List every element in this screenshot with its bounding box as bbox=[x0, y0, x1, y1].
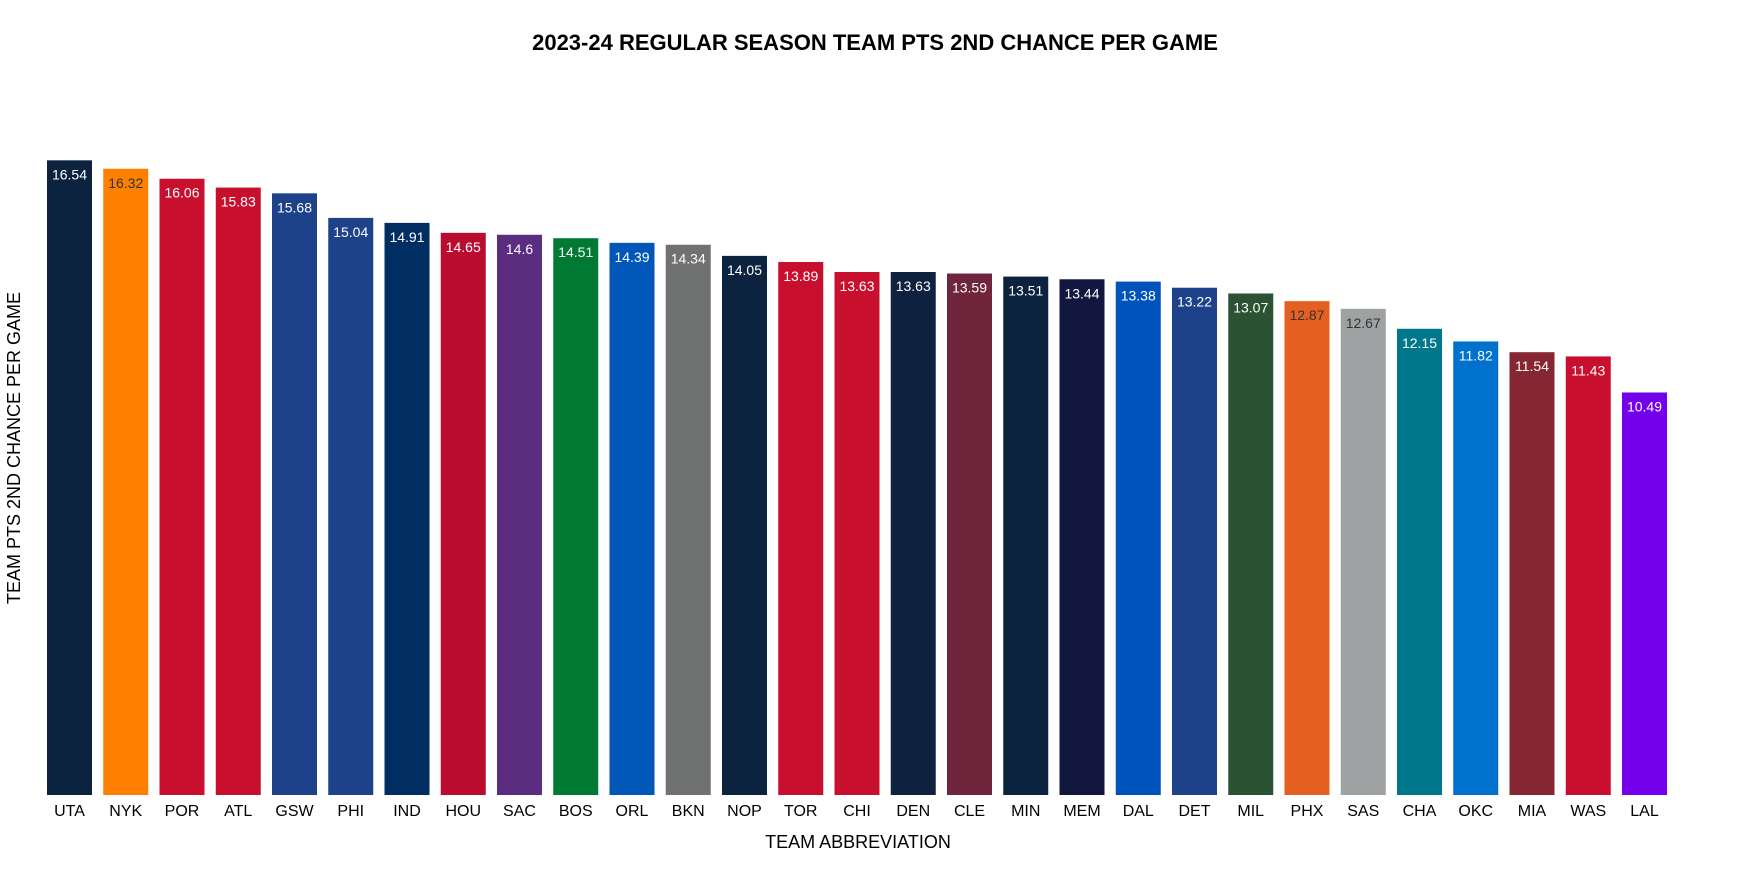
x-tick-label-okc: OKC bbox=[1458, 803, 1493, 820]
x-tick-label-gsw: GSW bbox=[275, 803, 314, 820]
data-label-hou: 14.65 bbox=[446, 239, 481, 255]
x-tick-label-phi: PHI bbox=[337, 803, 364, 820]
data-label-sas: 12.67 bbox=[1346, 315, 1381, 331]
data-label-min: 13.51 bbox=[1008, 283, 1043, 299]
bar-sas bbox=[1340, 308, 1386, 795]
bar-orl bbox=[609, 242, 655, 796]
x-tick-label-mil: MIL bbox=[1237, 803, 1264, 820]
data-label-ind: 14.91 bbox=[389, 229, 424, 245]
x-tick-label-lal: LAL bbox=[1630, 803, 1659, 820]
data-label-phx: 12.87 bbox=[1289, 307, 1324, 323]
data-label-por: 16.06 bbox=[164, 185, 199, 201]
data-label-was: 11.43 bbox=[1571, 362, 1605, 378]
bar-gsw bbox=[272, 193, 317, 796]
bar-hou bbox=[440, 232, 486, 796]
bar-bos bbox=[553, 238, 599, 795]
bar-por bbox=[159, 178, 205, 795]
bar-atl bbox=[215, 187, 261, 795]
x-tick-label-nyk: NYK bbox=[109, 803, 142, 820]
bar-sac bbox=[497, 234, 542, 795]
bar-mil bbox=[1228, 293, 1274, 795]
data-label-okc: 11.82 bbox=[1459, 347, 1493, 363]
data-label-bos: 14.51 bbox=[558, 244, 593, 260]
data-label-det: 13.22 bbox=[1177, 294, 1212, 310]
bar-den bbox=[890, 271, 936, 795]
x-tick-label-uta: UTA bbox=[54, 803, 85, 820]
data-label-phi: 15.04 bbox=[333, 224, 368, 240]
x-axis-label: TEAM ABBREVIATION bbox=[765, 832, 951, 852]
data-label-uta: 16.54 bbox=[52, 166, 87, 182]
x-tick-label-cle: CLE bbox=[954, 803, 985, 820]
x-tick-label-nop: NOP bbox=[727, 803, 762, 820]
x-tick-label-phx: PHX bbox=[1291, 803, 1324, 820]
x-tick-label-dal: DAL bbox=[1123, 803, 1154, 820]
bar-chi bbox=[834, 271, 880, 795]
x-tick-label-min: MIN bbox=[1011, 803, 1040, 820]
x-tick-label-cha: CHA bbox=[1403, 803, 1437, 820]
bar-nop bbox=[722, 255, 767, 796]
x-tick-label-bos: BOS bbox=[559, 803, 593, 820]
data-label-den: 13.63 bbox=[896, 278, 931, 294]
x-tick-label-hou: HOU bbox=[445, 803, 481, 820]
data-label-tor: 13.89 bbox=[783, 268, 818, 284]
bar-was bbox=[1565, 356, 1611, 795]
x-tick-label-ind: IND bbox=[393, 803, 421, 820]
x-tick-label-det: DET bbox=[1179, 803, 1211, 820]
bar-okc bbox=[1453, 341, 1499, 795]
data-label-atl: 15.83 bbox=[221, 194, 256, 210]
bar-det bbox=[1172, 287, 1217, 795]
bar-cle bbox=[947, 273, 992, 795]
bar-mem bbox=[1059, 279, 1105, 796]
x-tick-label-atl: ATL bbox=[224, 803, 252, 820]
data-label-cha: 12.15 bbox=[1402, 335, 1437, 351]
x-tick-label-den: DEN bbox=[896, 803, 930, 820]
x-tick-label-mia: MIA bbox=[1518, 803, 1547, 820]
x-tick-label-tor: TOR bbox=[784, 803, 817, 820]
bar-tor bbox=[778, 262, 824, 796]
data-labels-group: 16.54 16.32 16.06 15.83 15.68 15.04 14.91 14.65… bbox=[52, 166, 1662, 414]
data-label-mia: 11.54 bbox=[1515, 358, 1549, 374]
x-tick-label-por: POR bbox=[165, 803, 200, 820]
data-label-nyk: 16.32 bbox=[108, 175, 143, 191]
bar-phx bbox=[1284, 301, 1330, 795]
x-tick-label-sas: SAS bbox=[1347, 803, 1379, 820]
data-label-lal: 10.49 bbox=[1627, 398, 1662, 414]
x-tick-label-orl: ORL bbox=[616, 803, 649, 820]
data-label-orl: 14.39 bbox=[614, 249, 649, 265]
data-label-gsw: 15.68 bbox=[277, 199, 312, 215]
x-tick-label-was: WAS bbox=[1570, 803, 1606, 820]
bar-lal bbox=[1622, 392, 1667, 795]
x-tick-labels-group: UTA NYK POR ATL GSW PHI IND HOU SAC BOS ORL BKN NOP T… bbox=[54, 803, 1659, 820]
bar-cha bbox=[1397, 328, 1442, 795]
bar-uta bbox=[47, 160, 92, 796]
x-tick-label-bkn: BKN bbox=[672, 803, 705, 820]
data-label-sac: 14.6 bbox=[506, 241, 533, 257]
x-tick-label-mem: MEM bbox=[1063, 803, 1100, 820]
bar-phi bbox=[328, 217, 374, 795]
data-label-dal: 13.38 bbox=[1121, 288, 1156, 304]
data-label-bkn: 14.34 bbox=[671, 251, 706, 267]
bar-mia bbox=[1509, 352, 1555, 795]
bar-ind bbox=[384, 222, 430, 796]
x-tick-label-sac: SAC bbox=[503, 803, 536, 820]
data-label-chi: 13.63 bbox=[839, 278, 874, 294]
bar-min bbox=[1003, 276, 1049, 795]
y-axis-label: TEAM PTS 2ND CHANCE PER GAME bbox=[4, 292, 24, 604]
data-label-cle: 13.59 bbox=[952, 280, 987, 296]
bars-group bbox=[47, 160, 1667, 796]
data-label-mil: 13.07 bbox=[1233, 299, 1268, 315]
x-tick-label-chi: CHI bbox=[843, 803, 871, 820]
data-label-nop: 14.05 bbox=[727, 262, 762, 278]
bar-bkn bbox=[665, 244, 711, 795]
data-label-mem: 13.44 bbox=[1064, 285, 1099, 301]
bar-nyk bbox=[103, 168, 149, 795]
bar-dal bbox=[1115, 281, 1161, 795]
chart-title: 2023-24 REGULAR SEASON TEAM PTS 2ND CHAN… bbox=[532, 30, 1218, 55]
